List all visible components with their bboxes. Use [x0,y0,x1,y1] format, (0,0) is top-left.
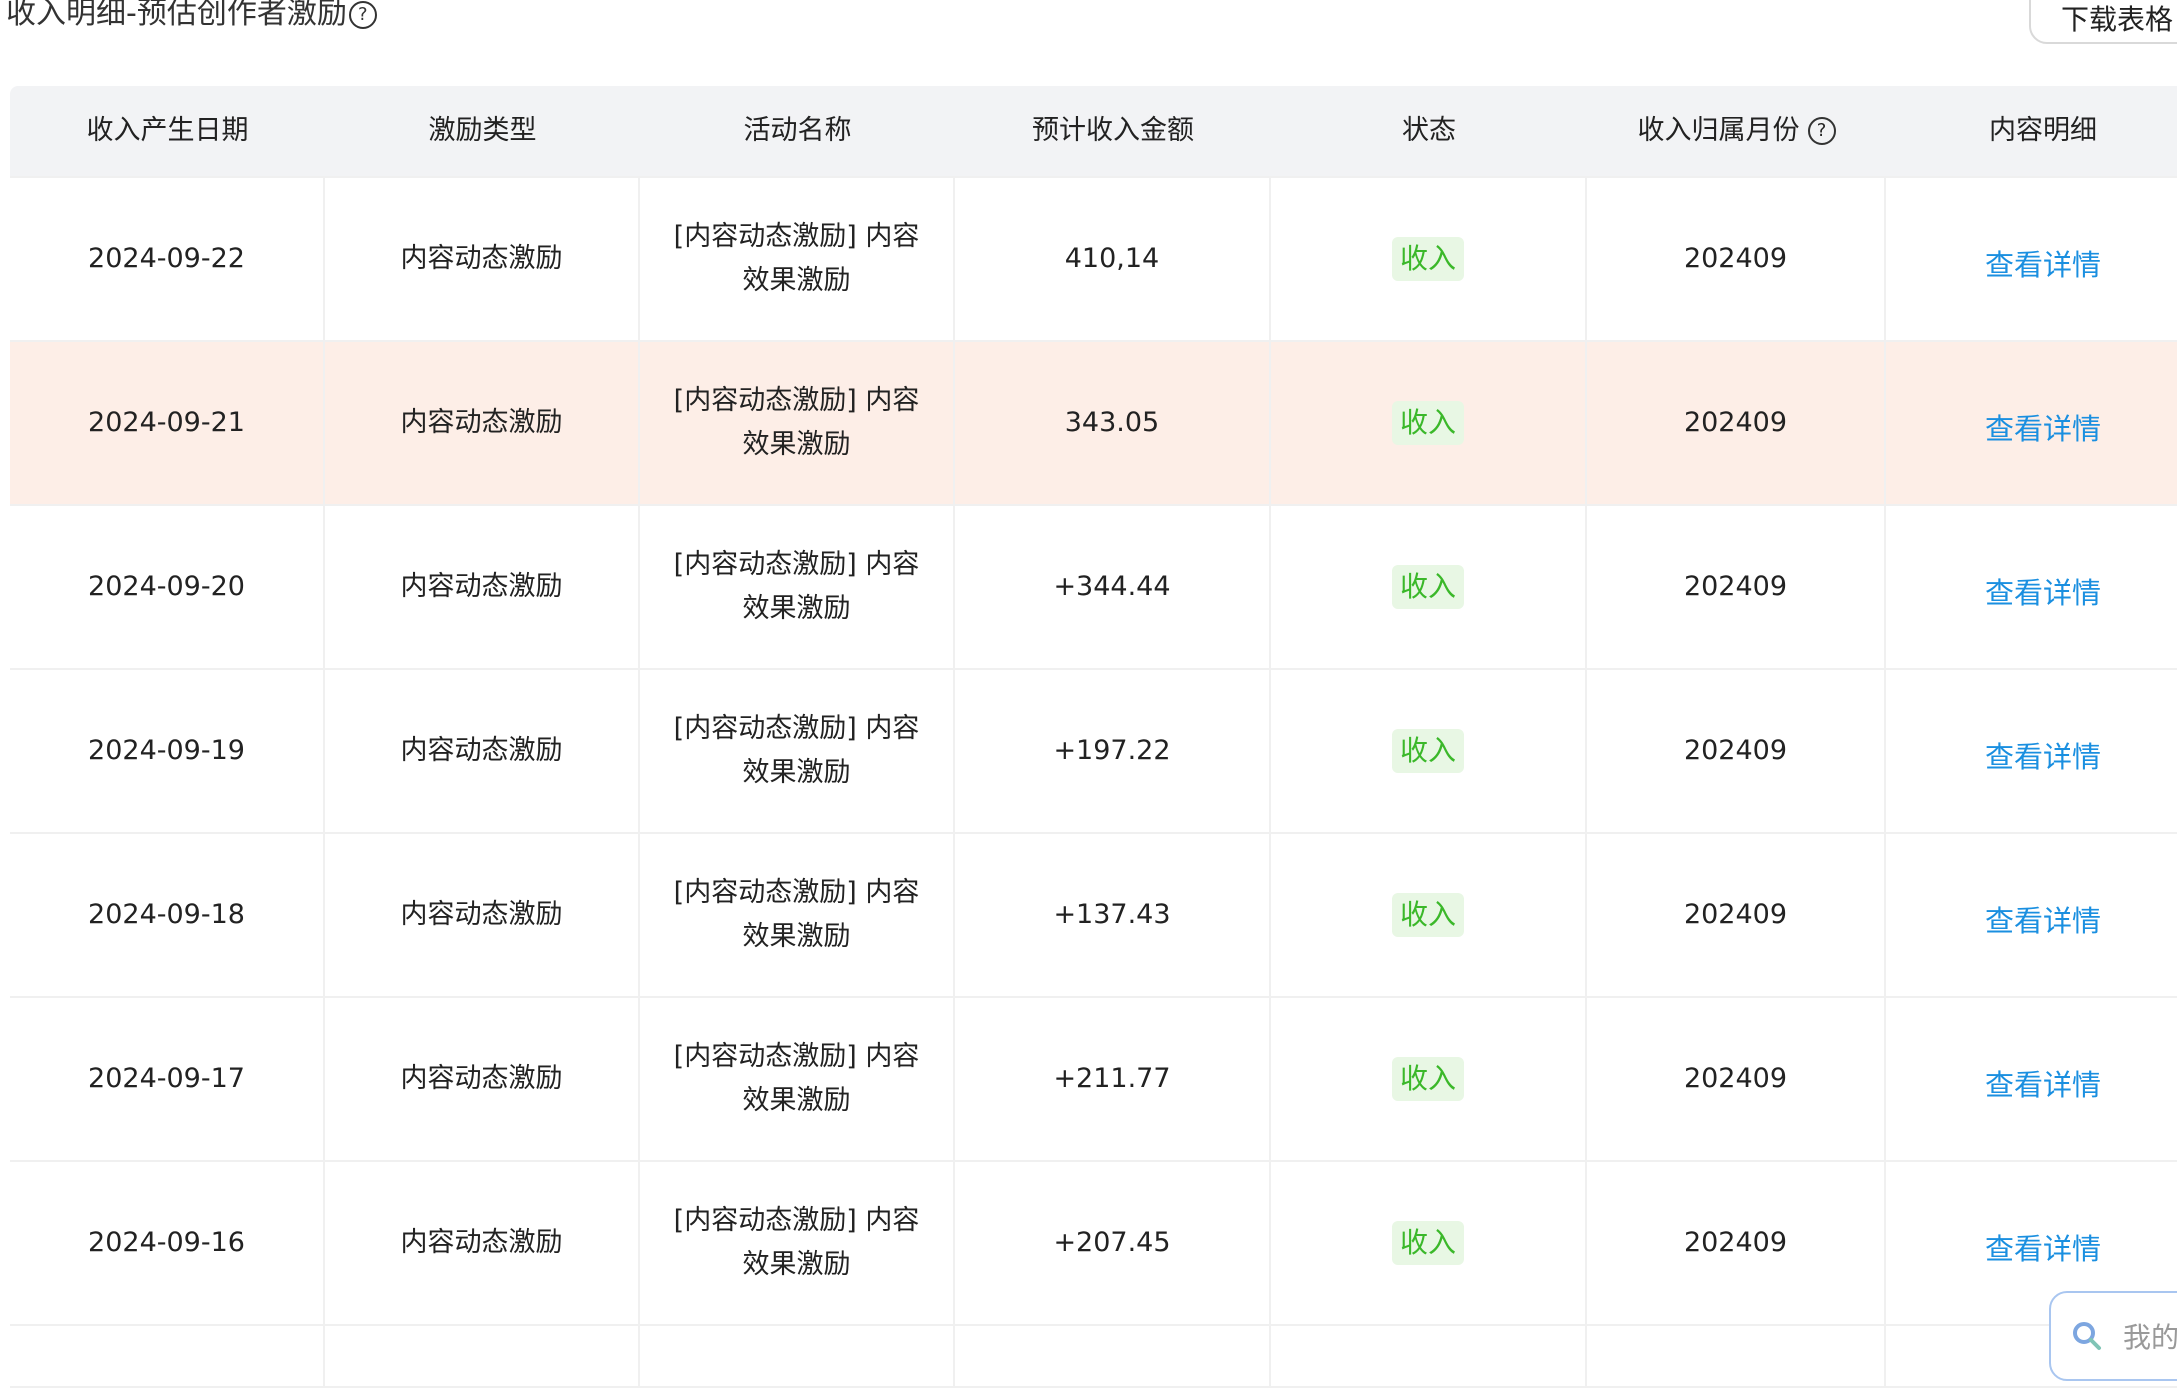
cell-status: 收入 [1271,1162,1587,1324]
help-icon[interactable]: ? [348,0,377,29]
view-details-link[interactable]: 查看详情 [1984,248,2101,282]
view-details-link[interactable]: 查看详情 [1984,904,2101,938]
cell-type: 内容动态激励 [325,998,640,1160]
search-box[interactable]: 我的 [2049,1291,2177,1381]
cell-month: 202409 [1587,342,1886,504]
cell-amount: 410,14 [955,178,1271,340]
cell-status: 收入 [1271,834,1587,996]
cell-activity: [内容动态激励] 内容效果激励 [640,1162,955,1324]
table-row: 2024-09-17 内容动态激励 [内容动态激励] 内容效果激励 +211.7… [10,998,2177,1162]
header-activity: 活动名称 [743,115,852,146]
cell-detail: 查看详情 [1886,506,2177,668]
cell-month: 202409 [1587,506,1886,668]
status-badge: 收入 [1391,565,1464,609]
cell-date: 2024-09-20 [10,506,325,668]
cell-type: 内容动态激励 [325,670,640,832]
cell-detail: 查看详情 [1886,834,2177,996]
status-badge: 收入 [1391,729,1464,773]
header-date: 收入产生日期 [86,115,249,146]
status-badge: 收入 [1391,237,1464,281]
cell-date: 2024-09-17 [10,998,325,1160]
cell-amount: +344.44 [955,506,1271,668]
table-row: 2024-09-18 内容动态激励 [内容动态激励] 内容效果激励 +137.4… [10,834,2177,998]
income-table: 收入产生日期 激励类型 活动名称 预计收入金额 状态 收入归属月份? 内容明细 … [10,86,2177,1388]
status-badge: 收入 [1391,893,1464,937]
cell-amount: +137.43 [955,834,1271,996]
cell-amount: +197.22 [955,670,1271,832]
cell-amount: 343.05 [955,342,1271,504]
cell-activity: [内容动态激励] 内容效果激励 [640,670,955,832]
cell-activity: [内容动态激励] 内容效果激励 [640,834,955,996]
cell-status: 收入 [1271,178,1587,340]
cell-month: 202409 [1587,670,1886,832]
cell-detail: 查看详情 [1886,1162,2177,1324]
table-row: 2024-09-19 内容动态激励 [内容动态激励] 内容效果激励 +197.2… [10,670,2177,834]
cell-status: 收入 [1271,506,1587,668]
view-details-link[interactable]: 查看详情 [1984,1232,2101,1266]
cell-month: 202409 [1587,998,1886,1160]
cell-type: 内容动态激励 [325,178,640,340]
view-details-link[interactable]: 查看详情 [1984,412,2101,446]
status-badge: 收入 [1391,1221,1464,1265]
cell-date: 2024-09-21 [10,342,325,504]
download-table-button[interactable]: 下载表格 [2029,0,2177,44]
header-month: 收入归属月份? [1587,86,1886,176]
search-placeholder: 我的 [2123,1321,2177,1354]
view-details-link[interactable]: 查看详情 [1984,1068,2101,1102]
table-row: 2024-09-16 内容动态激励 [内容动态激励] 内容效果激励 +207.4… [10,1162,2177,1326]
cell-activity: [内容动态激励] 内容效果激励 [640,506,955,668]
status-badge: 收入 [1391,1057,1464,1101]
cell-type: 内容动态激励 [325,342,640,504]
cell-amount: +207.45 [955,1162,1271,1324]
status-badge: 收入 [1391,401,1464,445]
cell-date: 2024-09-16 [10,1162,325,1324]
cell-amount: +211.77 [955,998,1271,1160]
header-detail: 内容明细 [1989,115,2097,146]
table-row: 2024-09-22 内容动态激励 [内容动态激励] 内容效果激励 410,14… [10,178,2177,342]
table-row: 2024-09-20 内容动态激励 [内容动态激励] 内容效果激励 +344.4… [10,506,2177,670]
cell-detail: 查看详情 [1886,998,2177,1160]
page-title: 收入明细-预估创作者激励? [6,0,377,32]
view-details-link[interactable]: 查看详情 [1984,576,2101,610]
cell-detail: 查看详情 [1886,342,2177,504]
header-amount: 预计收入金额 [1032,115,1194,146]
cell-date: 2024-09-18 [10,834,325,996]
cell-type: 内容动态激励 [325,834,640,996]
view-details-link[interactable]: 查看详情 [1984,740,2101,774]
cell-detail: 查看详情 [1886,670,2177,832]
table-row: 2024-09-21 内容动态激励 [内容动态激励] 内容效果激励 343.05… [10,342,2177,506]
cell-status: 收入 [1271,342,1587,504]
header-type: 激励类型 [428,115,537,146]
cell-month: 202409 [1587,178,1886,340]
cell-activity: [内容动态激励] 内容效果激励 [640,998,955,1160]
table-row-partial [10,1326,2177,1388]
help-icon[interactable]: ? [1807,117,1836,145]
search-icon [2073,1322,2101,1350]
cell-status: 收入 [1271,670,1587,832]
header-status: 状态 [1402,115,1456,146]
cell-activity: [内容动态激励] 内容效果激励 [640,342,955,504]
cell-date: 2024-09-22 [10,178,325,340]
cell-status: 收入 [1271,998,1587,1160]
cell-detail: 查看详情 [1886,178,2177,340]
cell-type: 内容动态激励 [325,506,640,668]
cell-month: 202409 [1587,834,1886,996]
cell-activity: [内容动态激励] 内容效果激励 [640,178,955,340]
table-header: 收入产生日期 激励类型 活动名称 预计收入金额 状态 收入归属月份? 内容明细 [10,86,2177,178]
cell-type: 内容动态激励 [325,1162,640,1324]
cell-month: 202409 [1587,1162,1886,1324]
cell-date: 2024-09-19 [10,670,325,832]
